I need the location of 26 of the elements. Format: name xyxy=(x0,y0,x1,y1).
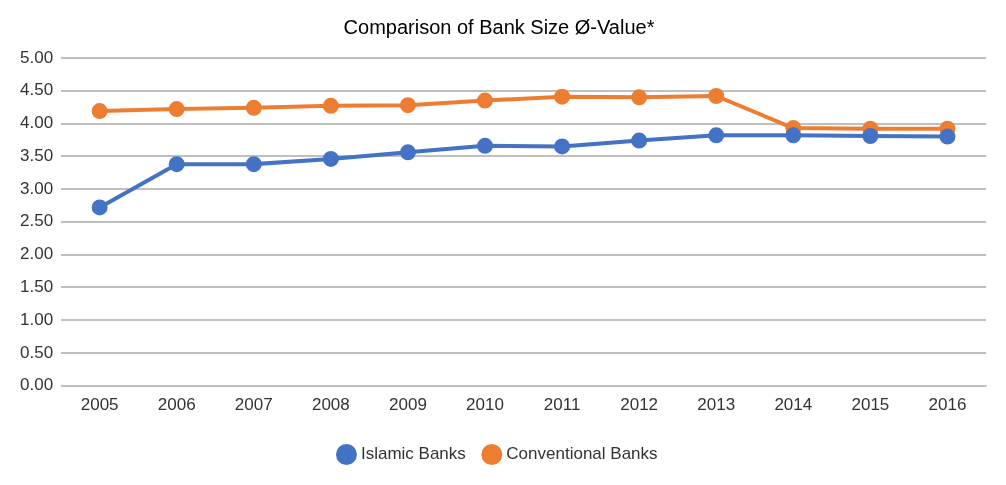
y-tick-label: 1.50 xyxy=(19,277,54,297)
y-tick-label: 1.00 xyxy=(19,309,54,329)
y-tick-label: 2.00 xyxy=(19,244,54,264)
x-tick-label: 2010 xyxy=(466,395,504,415)
y-tick-label: 3.50 xyxy=(19,145,54,165)
x-tick-label: 2016 xyxy=(928,395,967,415)
y-tick-label: 3.00 xyxy=(19,178,54,198)
x-tick-label: 2005 xyxy=(80,395,119,415)
y-tick-label: 2.50 xyxy=(19,211,54,231)
legend-label: Conventional Banks xyxy=(506,444,658,464)
y-tick-label: 4.00 xyxy=(19,113,54,133)
y-tick-label: 5.00 xyxy=(19,47,54,67)
x-tick-label: 2008 xyxy=(311,395,350,415)
y-tick-label: 4.50 xyxy=(19,80,54,100)
x-tick-label: 2009 xyxy=(389,395,427,415)
y-tick-label: 0.50 xyxy=(19,342,54,362)
x-tick-label: 2014 xyxy=(774,395,813,415)
legend-label: Islamic Banks xyxy=(360,444,466,464)
y-tick-label: 0.00 xyxy=(19,375,54,395)
x-tick-label: 2007 xyxy=(234,395,273,415)
x-tick-label: 2013 xyxy=(697,395,736,415)
x-tick-label: 2015 xyxy=(851,395,890,415)
x-tick-label: 2011 xyxy=(543,395,581,415)
chart-title: Comparison of Bank Size Ø-Value* xyxy=(343,15,655,38)
x-tick-label: 2006 xyxy=(157,395,196,415)
x-tick-label: 2012 xyxy=(620,395,659,415)
